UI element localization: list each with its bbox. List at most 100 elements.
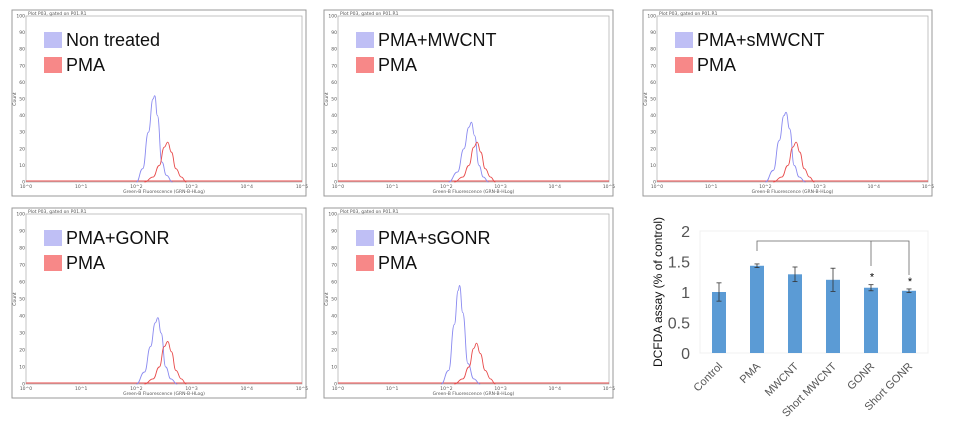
- plot-title: Plot P03, gated on P01.R1: [340, 209, 399, 215]
- legend-swatch: [44, 32, 62, 48]
- y-tick-label: 0: [22, 382, 25, 388]
- y-tick-label: 30: [650, 130, 656, 136]
- x-tick-label: 10^1: [75, 386, 87, 392]
- bar: [826, 279, 840, 353]
- y-tick-label: 40: [650, 113, 656, 119]
- series-line-treatment: [440, 284, 481, 385]
- y-tick-label: 20: [19, 146, 25, 152]
- legend-label: PMA+sGONR: [378, 228, 491, 248]
- y-tick-label: 20: [331, 146, 337, 152]
- y-tick-label: 40: [19, 113, 25, 119]
- significance-asterisk: *: [870, 272, 875, 284]
- y-tick-label: 70: [19, 263, 25, 269]
- y-tick-label: 40: [331, 314, 337, 320]
- y-axis-label: Count: [643, 92, 649, 106]
- x-tick-label: 10^5: [922, 184, 934, 190]
- legend-swatch: [356, 230, 374, 246]
- legend-swatch: [356, 32, 374, 48]
- legend-swatch: [675, 57, 693, 73]
- y-tick-label: 80: [19, 246, 25, 252]
- y-tick-label: 90: [331, 229, 337, 235]
- x-tick-label: 10^0: [332, 386, 344, 392]
- legend-swatch: [44, 255, 62, 271]
- y-tick-label: 20: [331, 348, 337, 354]
- x-tick-label: 10^4: [241, 386, 253, 392]
- x-tick-label: Control: [692, 361, 726, 395]
- y-tick-label: 1.5: [668, 255, 690, 272]
- y-axis-label: DCFDA assay (% of control): [651, 217, 665, 367]
- legend-label: PMA: [66, 253, 105, 273]
- y-tick-label: 10: [19, 365, 25, 371]
- y-tick-label: 50: [19, 97, 25, 103]
- x-tick-label: 10^3: [185, 184, 197, 190]
- series-line-pma: [773, 141, 815, 183]
- x-axis-label: Green-B Fluorescence (GRN-B-HLog): [433, 391, 515, 397]
- x-tick-label: 10^4: [241, 184, 253, 190]
- x-tick-label: 10^5: [296, 184, 308, 190]
- y-tick-label: 100: [328, 212, 337, 218]
- bar: [902, 290, 916, 353]
- y-tick-label: 70: [19, 63, 25, 69]
- significance-bracket: [756, 240, 910, 275]
- y-tick-label: 10: [331, 163, 337, 169]
- series-line-treatment: [136, 95, 173, 183]
- x-tick-label: 10^3: [494, 184, 506, 190]
- histogram-panel-4: Plot P03, gated on P01.R1 Green-B Fluores…: [11, 207, 308, 399]
- y-tick-label: 10: [19, 163, 25, 169]
- y-tick-label: 20: [650, 146, 656, 152]
- plot-area: [25, 213, 303, 385]
- x-tick-label: 10^4: [549, 386, 561, 392]
- y-tick-label: 10: [650, 163, 656, 169]
- y-tick-label: 2: [681, 224, 690, 241]
- bar: [712, 292, 726, 353]
- y-tick-label: 100: [16, 212, 25, 218]
- bar: [864, 287, 878, 353]
- series-line-pma: [144, 341, 187, 385]
- y-tick-label: 60: [19, 280, 25, 286]
- x-tick-label: 10^4: [868, 184, 880, 190]
- x-tick-label: 10^1: [386, 386, 398, 392]
- legend-label: PMA+sMWCNT: [697, 30, 825, 50]
- histogram-panel-1: Plot P03, gated on P01.R1 Green-B Fluores…: [11, 9, 308, 197]
- y-axis-label: Count: [12, 92, 18, 106]
- legend-swatch: [356, 57, 374, 73]
- x-tick-label: MWCNT: [763, 360, 801, 398]
- x-axis-label: Green-B Fluorescence (GRN-B-HLog): [123, 189, 205, 195]
- y-tick-label: 10: [331, 365, 337, 371]
- y-tick-label: 100: [16, 14, 25, 20]
- x-tick-label: 10^5: [603, 184, 615, 190]
- y-tick-label: 90: [331, 30, 337, 36]
- y-tick-label: 0: [334, 180, 337, 186]
- legend-label: PMA+MWCNT: [378, 30, 497, 50]
- plot-title: Plot P03, gated on P01.R1: [28, 209, 87, 215]
- plot-title: Plot P03, gated on P01.R1: [28, 11, 87, 17]
- y-tick-label: 80: [331, 246, 337, 252]
- y-tick-label: 60: [19, 80, 25, 86]
- plot-area: [337, 213, 610, 385]
- x-axis-label: Green-B Fluorescence (GRN-B-HLog): [752, 189, 834, 195]
- x-tick-label: 10^2: [759, 184, 771, 190]
- y-tick-label: 70: [331, 63, 337, 69]
- y-tick-label: 0: [334, 382, 337, 388]
- x-tick-label: PMA: [738, 360, 764, 386]
- histogram-panel-5: Plot P03, gated on P01.R1 Green-B Fluores…: [323, 207, 615, 399]
- x-tick-label: 10^3: [185, 386, 197, 392]
- y-tick-label: 1: [681, 285, 690, 302]
- y-tick-label: 0: [653, 180, 656, 186]
- legend-label: PMA+GONR: [66, 228, 170, 248]
- legend-label: PMA: [378, 55, 417, 75]
- x-tick-label: 10^5: [296, 386, 308, 392]
- significance-asterisk: *: [908, 276, 913, 288]
- y-tick-label: 100: [647, 14, 656, 20]
- y-tick-label: 70: [650, 63, 656, 69]
- legend-label: PMA: [697, 55, 736, 75]
- y-tick-label: 50: [650, 97, 656, 103]
- x-tick-label: 10^1: [705, 184, 717, 190]
- y-tick-label: 80: [19, 47, 25, 53]
- x-axis-label: Green-B Fluorescence (GRN-B-HLog): [123, 391, 205, 397]
- y-tick-label: 0: [681, 346, 690, 363]
- plot-area: [656, 15, 929, 183]
- plot-title: Plot P03, gated on P01.R1: [340, 11, 399, 17]
- plot-title: Plot P03, gated on P01.R1: [659, 11, 718, 17]
- y-tick-label: 70: [331, 263, 337, 269]
